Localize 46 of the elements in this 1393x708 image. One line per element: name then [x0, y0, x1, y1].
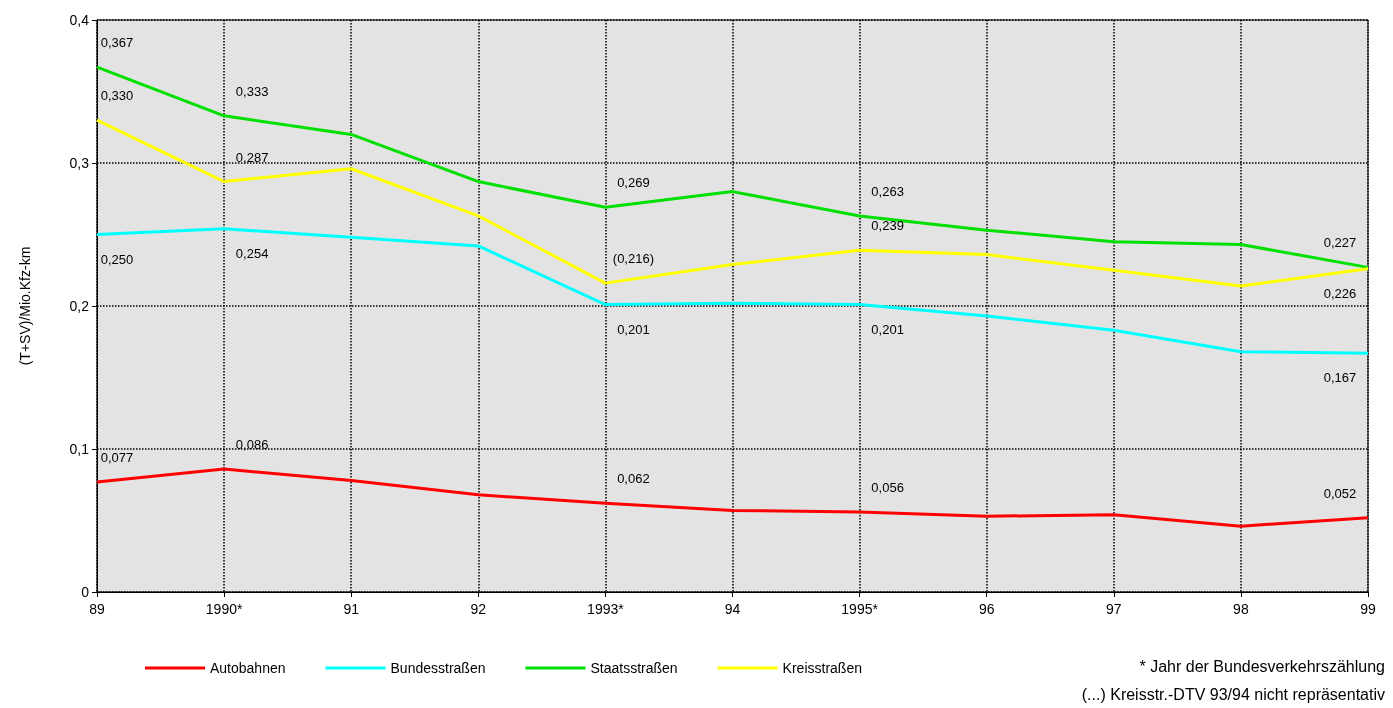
text: * Jahr der Bundesverkehrszählung — [1139, 657, 1385, 675]
data-label: 0,227 — [1323, 235, 1357, 251]
x-tick-label: 97 — [1106, 601, 1122, 617]
legend-label: Autobahnen — [210, 660, 286, 676]
data-label: 0,167 — [1323, 370, 1357, 386]
data-label: 0,333 — [235, 83, 269, 99]
data-label: 0,330 — [100, 88, 134, 104]
line-series — [95, 467, 1370, 528]
x-tick-label: 1993* — [587, 601, 625, 617]
data-label: 0,201 — [617, 321, 650, 337]
x-tick-label: 96 — [978, 601, 995, 617]
data-label: 0,367 — [100, 35, 134, 51]
y-axis-title: (T+SV)/Mio.Kfz-km — [17, 246, 33, 366]
y-tick-label: 0 — [81, 584, 90, 600]
legend-label: Bundesstraßen — [390, 660, 486, 676]
data-label: 0,250 — [100, 251, 134, 267]
data-label: 0,201 — [871, 321, 904, 337]
x-tick-label: 1995* — [841, 601, 879, 617]
x-tick-label: 91 — [343, 601, 360, 617]
data-label: 0,226 — [1323, 285, 1357, 301]
data-label: 0,263 — [871, 183, 904, 199]
data-label: 0,254 — [235, 245, 269, 261]
y-tick-label: 0,3 — [69, 155, 90, 171]
x-tick-label: 99 — [1360, 601, 1376, 617]
x-tick-label: 98 — [1233, 601, 1249, 617]
data-label: 0,056 — [871, 479, 904, 495]
y-tick-label: 0,4 — [69, 12, 90, 28]
line-series — [95, 118, 1370, 288]
line-series — [95, 65, 1370, 269]
data-label: 0,062 — [617, 471, 650, 487]
legend-label: Kreisstraßen — [782, 660, 862, 676]
y-tick-label: 0,1 — [69, 441, 90, 457]
text: (...) Kreisstr.-DTV 93/94 nicht repräsentativ — [1081, 685, 1385, 703]
data-label: 0,239 — [871, 218, 904, 234]
x-tick-label: 89 — [89, 601, 105, 617]
data-label: 0,269 — [617, 175, 650, 191]
legend-label: Staatsstraßen — [590, 660, 678, 676]
x-tick-label: 1990* — [205, 601, 243, 617]
x-tick-label: 92 — [470, 601, 487, 617]
data-label: 0,086 — [235, 437, 269, 453]
data-label: (0,216) — [612, 251, 654, 267]
data-label: 0,077 — [100, 449, 134, 465]
data-label: 0,052 — [1323, 485, 1357, 501]
y-tick-label: 0,2 — [69, 298, 90, 314]
data-label: 0,287 — [235, 149, 269, 165]
x-tick-label: 94 — [724, 601, 741, 617]
